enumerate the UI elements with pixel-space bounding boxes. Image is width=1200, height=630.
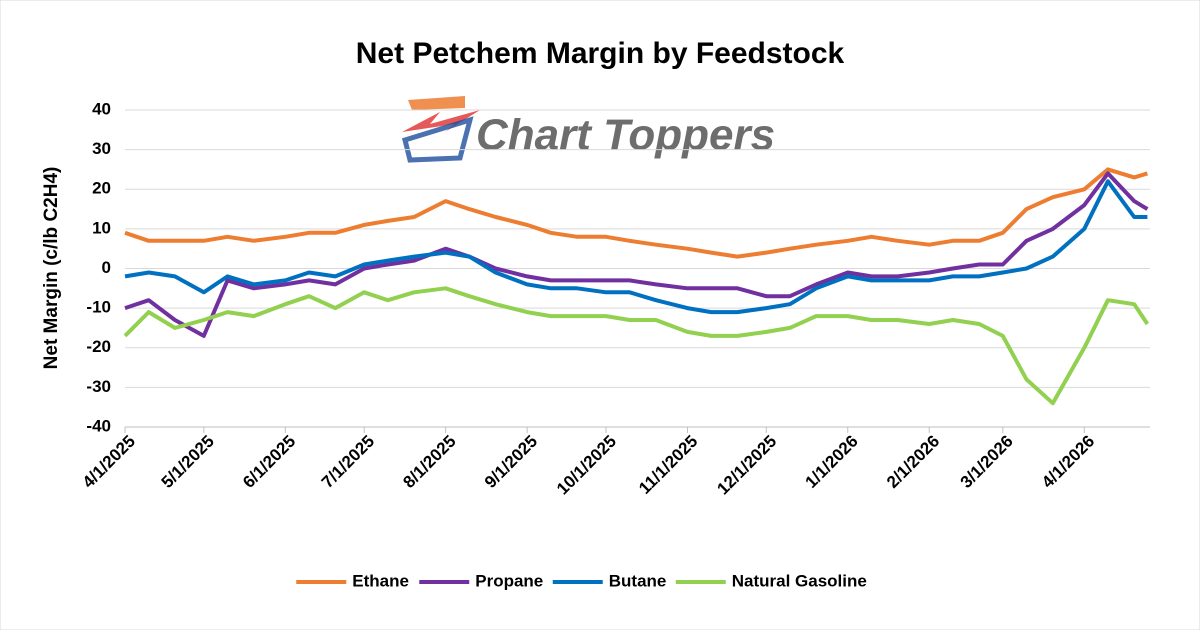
legend-label: Ethane bbox=[352, 571, 409, 590]
logo-icon bbox=[402, 110, 480, 132]
y-tick-label: 30 bbox=[92, 139, 111, 158]
logo: Chart Toppers bbox=[401, 96, 775, 163]
y-tick-label: -40 bbox=[86, 416, 111, 435]
y-tick-label: 40 bbox=[92, 99, 111, 118]
y-axis-label: Net Margin (c/lb C2H4) bbox=[41, 167, 62, 370]
series-line bbox=[124, 167, 1148, 259]
y-tick-label: -30 bbox=[86, 377, 111, 396]
chart-title: Net Petchem Margin by Feedstock bbox=[356, 37, 845, 70]
logo-icon bbox=[408, 96, 465, 110]
series-line bbox=[124, 171, 1149, 338]
logo-text: Chart Toppers bbox=[476, 111, 775, 160]
y-tick-label: 20 bbox=[92, 179, 111, 198]
legend-label: Propane bbox=[475, 571, 543, 590]
legend-label: Natural Gasoline bbox=[732, 571, 867, 590]
y-tick-label: -10 bbox=[86, 298, 111, 317]
logo-icon bbox=[401, 116, 474, 163]
series-line bbox=[124, 179, 1148, 315]
y-tick-label: -20 bbox=[86, 337, 111, 356]
series-line bbox=[123, 286, 1150, 406]
y-tick-label: 0 bbox=[102, 258, 111, 277]
legend-label: Butane bbox=[609, 571, 667, 590]
y-tick-label: 10 bbox=[92, 218, 111, 237]
